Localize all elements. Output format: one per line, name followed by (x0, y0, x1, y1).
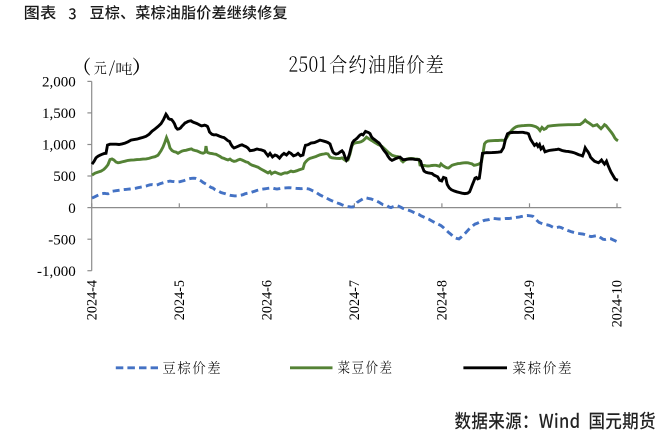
svg-text:2024-7: 2024-7 (347, 280, 363, 320)
svg-text:1,000: 1,000 (42, 138, 76, 154)
svg-text:2024-10: 2024-10 (610, 280, 626, 327)
svg-text:-500: -500 (48, 232, 76, 248)
svg-text:-1,000: -1,000 (37, 264, 76, 280)
svg-text:2024-5: 2024-5 (172, 280, 188, 320)
svg-text:2024-8: 2024-8 (435, 280, 451, 320)
svg-text:1,500: 1,500 (42, 106, 76, 122)
svg-text:0: 0 (68, 201, 76, 217)
svg-text:2024-9: 2024-9 (522, 280, 538, 320)
svg-text:2024-6: 2024-6 (260, 280, 276, 320)
svg-text:2024-4: 2024-4 (84, 280, 100, 320)
svg-text:2,000: 2,000 (42, 75, 76, 91)
svg-text:500: 500 (53, 169, 76, 185)
